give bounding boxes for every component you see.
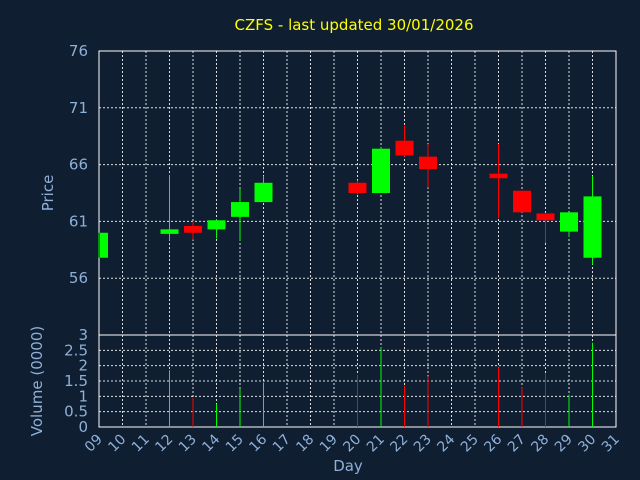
volume-tick-0.5: 0.5: [64, 403, 88, 421]
price-tick-56: 56: [69, 269, 88, 287]
candle-body-21: [372, 148, 390, 193]
price-tick-76: 76: [69, 42, 88, 60]
candle-body-27: [513, 190, 531, 213]
candle-body-22: [395, 140, 414, 156]
candlesticks: [98, 125, 602, 265]
price-tick-61: 61: [69, 212, 88, 230]
volume-tick-labels: 32.521.510.50: [64, 326, 88, 436]
candle-body-15: [231, 202, 249, 217]
candle-body-16: [254, 182, 273, 203]
candle-body-09: [100, 232, 108, 258]
candle-body-28: [536, 213, 555, 221]
volume-panel: 32.521.510.50 Volume (0000): [28, 326, 617, 436]
price-axis-label: Price: [39, 175, 57, 212]
volume-tick-1.5: 1.5: [64, 372, 88, 390]
candle-body-29: [560, 212, 578, 232]
volume-tick-0: 0: [78, 418, 88, 436]
volume-tick-2: 2: [78, 357, 88, 375]
chart-title: CZFS - last updated 30/01/2026: [234, 16, 473, 34]
volume-axis-label: Volume (0000): [28, 326, 46, 436]
volume-tick-1: 1: [78, 387, 88, 405]
candle-body-13: [184, 225, 202, 233]
price-tick-71: 71: [69, 99, 88, 117]
candle-body-14: [207, 220, 226, 230]
day-axis-label: Day: [333, 457, 363, 475]
candle-body-23: [419, 156, 437, 170]
candle-body-26: [489, 173, 508, 179]
volume-tick-2.5: 2.5: [64, 341, 88, 359]
candle-body-20: [348, 182, 367, 193]
candle-body-30: [583, 196, 602, 258]
volume-bars: [169, 342, 593, 427]
candle-body-12: [160, 229, 179, 234]
price-tick-labels: 76 71 66 61 56: [69, 42, 88, 287]
day-tick-labels: 09 10 11 12 13 14 15 16 17 18 19 20 21 22 23 24 25 26 27 28…: [82, 431, 623, 455]
volume-tick-3: 3: [78, 326, 88, 344]
price-panel: 76 71 66 61 56 Price: [39, 42, 617, 336]
price-tick-66: 66: [69, 156, 88, 174]
